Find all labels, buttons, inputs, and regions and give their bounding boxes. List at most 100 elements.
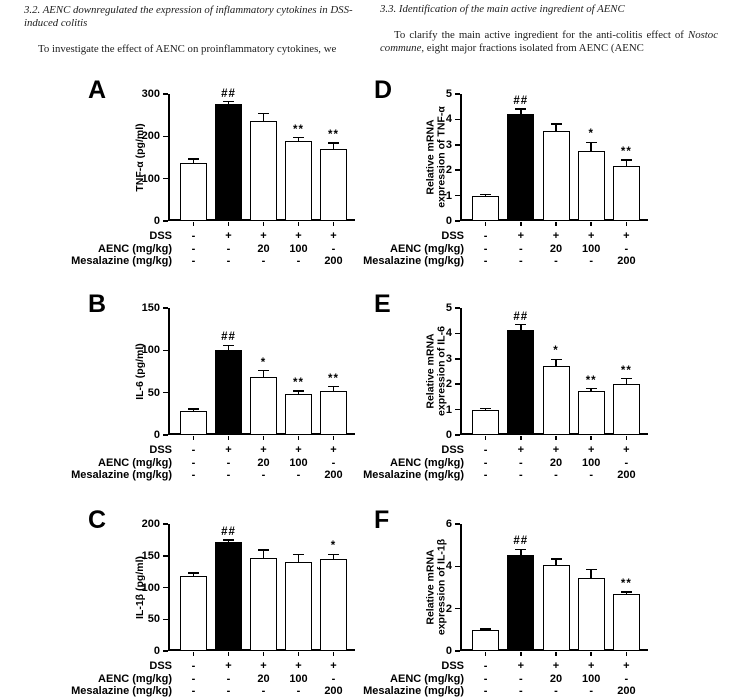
significance-marker: ** bbox=[585, 374, 597, 387]
error-bar-cap bbox=[515, 548, 527, 551]
y-tick bbox=[455, 358, 460, 360]
x-tick bbox=[192, 436, 195, 440]
x-row-value: - bbox=[191, 230, 196, 242]
y-tick bbox=[455, 408, 460, 411]
x-row-value: + bbox=[295, 660, 302, 672]
error-bar-cap bbox=[328, 385, 339, 388]
x-row-value: + bbox=[517, 444, 525, 456]
y-tick-label: 3 bbox=[445, 352, 452, 365]
error-bar-cap bbox=[223, 100, 234, 103]
y-tick bbox=[163, 93, 168, 95]
significance-marker: ## bbox=[513, 310, 529, 323]
bar bbox=[612, 166, 640, 221]
x-row-value: 100 bbox=[582, 243, 601, 255]
bar bbox=[180, 576, 207, 651]
error-bar-cap bbox=[515, 323, 527, 326]
y-tick bbox=[163, 177, 168, 180]
y-tick-label: 0 bbox=[153, 429, 160, 441]
x-row-value: - bbox=[296, 255, 301, 267]
significance-marker: * bbox=[588, 128, 594, 141]
panel-letter: E bbox=[374, 290, 391, 318]
significance-marker: * bbox=[553, 345, 559, 358]
y-tick bbox=[455, 434, 460, 436]
x-row-value: + bbox=[225, 660, 232, 672]
x-row-value: 20 bbox=[549, 673, 563, 685]
x-row-value: - bbox=[191, 444, 196, 456]
error-bar bbox=[520, 549, 522, 555]
error-bar bbox=[625, 592, 628, 594]
x-tick bbox=[555, 652, 557, 656]
bar bbox=[612, 593, 640, 651]
x-row-value: 100 bbox=[289, 673, 308, 685]
chart-panel-a: A 0 100 200 300 TNF-α (pg/ml) ## ** ** DSS - + + + + AE… bbox=[60, 76, 360, 270]
error-bar-cap bbox=[188, 158, 199, 160]
x-tick bbox=[297, 652, 300, 656]
x-row-value: 200 bbox=[324, 255, 343, 267]
y-tick bbox=[163, 650, 168, 652]
y-tick-label: 150 bbox=[141, 549, 160, 562]
error-bar-cap bbox=[188, 408, 199, 410]
y-tick bbox=[455, 607, 460, 610]
y-axis-title: Relative mRNA expression of IL-6 bbox=[424, 301, 447, 442]
y-axis-title-line: TNF-α (pg/ml) bbox=[133, 122, 146, 192]
x-row-label: Mesalazine (mg/kg) bbox=[71, 255, 172, 267]
bar bbox=[507, 554, 535, 651]
x-row-value: - bbox=[191, 660, 196, 672]
error-bar bbox=[590, 569, 592, 578]
significance-marker: ## bbox=[221, 525, 236, 538]
x-row-value: + bbox=[260, 660, 267, 672]
x-row-value: - bbox=[226, 469, 231, 481]
section-paragraph: To clarify the main active ingredient fo… bbox=[380, 29, 718, 55]
x-row-label: AENC (mg/kg) bbox=[390, 457, 464, 469]
y-axis-title-line: expression of TNF-α bbox=[435, 106, 447, 208]
x-row-label: AENC (mg/kg) bbox=[98, 457, 172, 469]
x-row-value: + bbox=[623, 230, 630, 242]
y-tick-label: 4 bbox=[445, 560, 452, 573]
x-row-value: 20 bbox=[549, 243, 563, 255]
x-row-value: + bbox=[295, 230, 302, 242]
x-row-value: + bbox=[330, 660, 337, 672]
bar bbox=[250, 120, 277, 221]
x-row-value: 200 bbox=[617, 685, 636, 697]
error-bar bbox=[332, 554, 335, 559]
x-row-value: 20 bbox=[257, 673, 270, 685]
error-bar bbox=[332, 386, 335, 391]
error-bar bbox=[227, 101, 230, 104]
y-tick bbox=[455, 118, 460, 121]
x-row-value: + bbox=[330, 230, 337, 242]
section-3-3: 3.3. Identification of the main active i… bbox=[380, 3, 718, 55]
x-row-label: Mesalazine (mg/kg) bbox=[71, 469, 172, 481]
x-row-value: - bbox=[483, 230, 488, 242]
x-tick bbox=[227, 222, 230, 226]
x-row-value: - bbox=[191, 469, 196, 481]
y-tick-label: 4 bbox=[445, 327, 452, 340]
y-tick-label: 50 bbox=[147, 386, 160, 399]
significance-marker: ** bbox=[293, 123, 304, 136]
panel-letter: B bbox=[88, 290, 107, 318]
bar bbox=[472, 629, 500, 651]
error-bar bbox=[297, 137, 300, 141]
x-tick bbox=[192, 652, 195, 656]
x-row-value: + bbox=[587, 660, 595, 672]
bar bbox=[472, 409, 500, 435]
y-axis-title-line: Relative mRNA bbox=[424, 549, 436, 625]
x-row-value: + bbox=[552, 444, 560, 456]
x-row-label: Mesalazine (mg/kg) bbox=[363, 255, 464, 267]
x-tick bbox=[590, 652, 592, 656]
error-bar-cap bbox=[620, 159, 632, 161]
error-bar-cap bbox=[480, 407, 492, 410]
significance-marker: * bbox=[260, 356, 267, 369]
significance-marker: ## bbox=[513, 95, 529, 108]
y-tick bbox=[163, 555, 168, 557]
bar bbox=[577, 390, 605, 435]
x-row-label: Mesalazine (mg/kg) bbox=[363, 469, 464, 481]
error-bar-cap bbox=[550, 123, 562, 125]
x-row-value: - bbox=[331, 243, 336, 255]
x-row-value: - bbox=[331, 457, 336, 469]
x-row-value: + bbox=[587, 444, 595, 456]
bar bbox=[577, 577, 605, 651]
chart-panel-f: F 0 2 4 6 Relative mRNA expression of IL-1β ## *… bbox=[358, 506, 658, 700]
x-row-value: - bbox=[624, 457, 629, 469]
x-row-value: + bbox=[225, 444, 232, 456]
bar bbox=[320, 558, 347, 651]
